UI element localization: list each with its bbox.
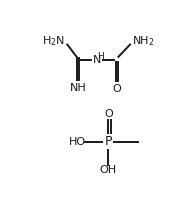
- Text: O: O: [112, 84, 121, 94]
- Text: NH$_2$: NH$_2$: [132, 34, 154, 48]
- Text: NH: NH: [70, 83, 87, 93]
- Text: N: N: [93, 55, 102, 65]
- Text: H$_2$N: H$_2$N: [42, 34, 65, 48]
- Text: H: H: [97, 52, 104, 61]
- Text: O: O: [105, 109, 114, 119]
- Text: OH: OH: [100, 165, 117, 175]
- Text: HO: HO: [69, 136, 86, 146]
- Text: P: P: [105, 135, 112, 148]
